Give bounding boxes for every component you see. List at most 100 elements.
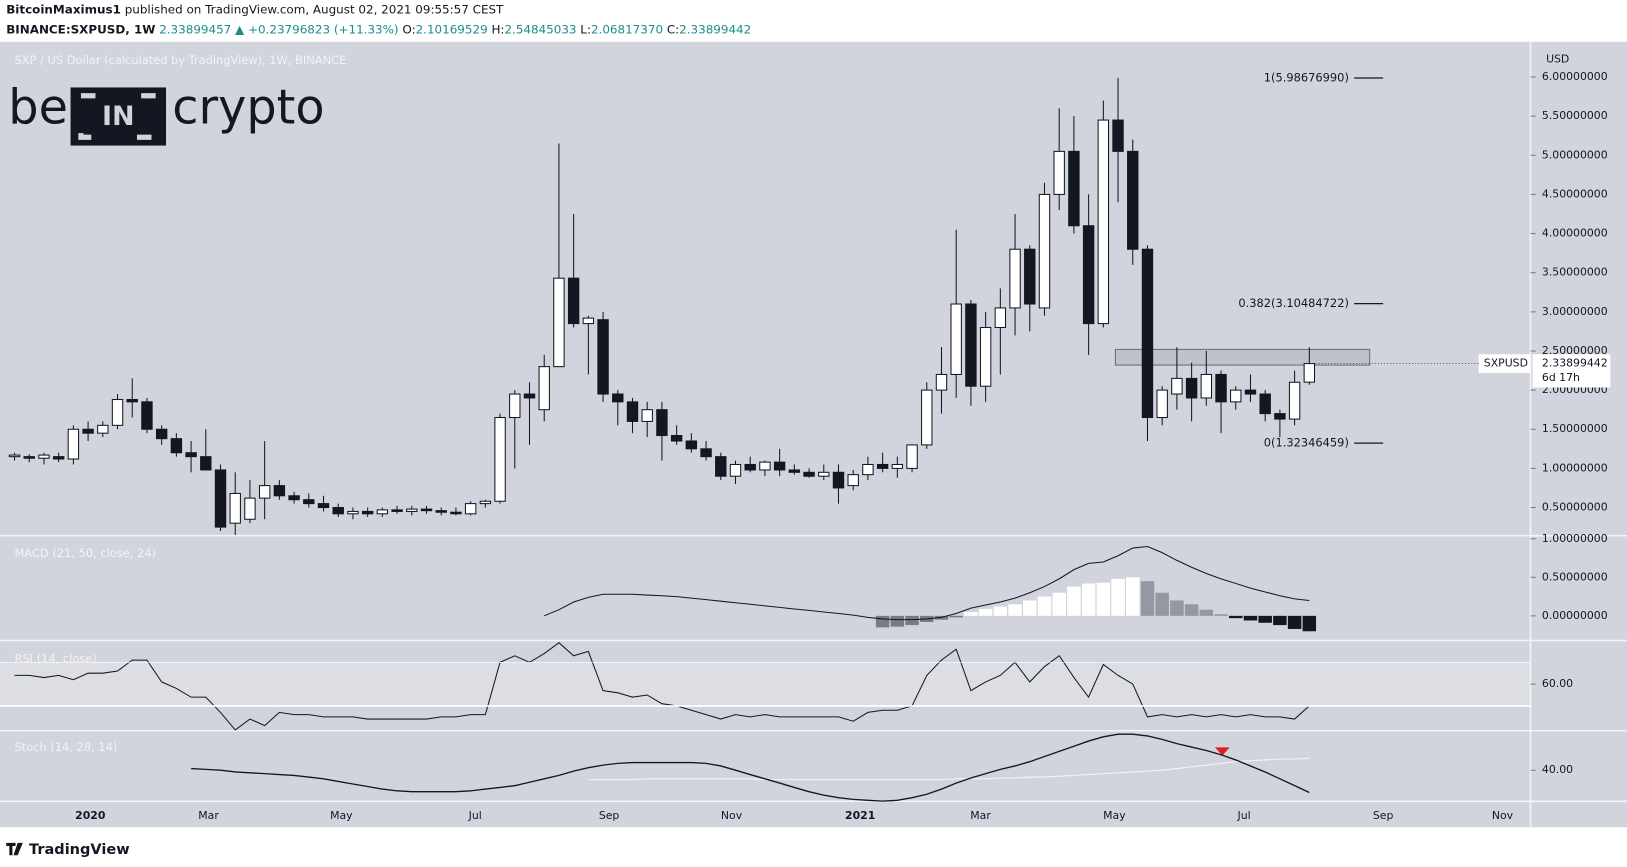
candle-body — [509, 393, 521, 419]
candle-body — [626, 401, 639, 422]
macd-histogram-bar — [875, 615, 890, 628]
x-tick-label: Mar — [970, 809, 991, 822]
candle-body — [1097, 119, 1110, 325]
x-tick-label: Sep — [1373, 809, 1394, 822]
y-unit: USD — [1546, 52, 1569, 65]
macd-histogram-bar — [1067, 586, 1081, 616]
candle-body — [567, 277, 580, 325]
candle-body — [1127, 150, 1139, 250]
candle-body — [921, 389, 933, 446]
macd-histogram-bar — [1037, 596, 1052, 616]
candle-body — [1156, 389, 1168, 419]
macd-histogram-bar — [1199, 609, 1214, 616]
macd-histogram-bar — [949, 615, 963, 618]
ohlc-label: O: — [402, 22, 415, 36]
footer-icon — [6, 842, 23, 856]
macd-histogram-bar — [978, 608, 993, 616]
candle-body — [759, 461, 771, 471]
macd-histogram-bar — [993, 606, 1008, 616]
candle-body — [553, 277, 565, 368]
candle-body — [464, 503, 477, 515]
candle-body — [8, 454, 21, 458]
candle-body — [773, 461, 786, 471]
author: BitcoinMaximus1 — [6, 2, 121, 16]
pane-title: SXP / US Dollar (calculated by TradingVi… — [15, 53, 347, 67]
candle-body — [23, 456, 35, 459]
footer: TradingView — [6, 842, 130, 858]
macd-histogram-bar — [1008, 604, 1022, 616]
x-tick-label: 2020 — [75, 809, 106, 822]
x-tick-label: Jul — [468, 809, 482, 822]
candle-body — [670, 434, 683, 442]
candle-body — [832, 471, 845, 489]
x-tick-label: Jul — [1237, 809, 1251, 822]
y-tick-label: 1.00000000 — [1542, 461, 1608, 474]
candle-body — [303, 499, 315, 505]
candle-body — [994, 307, 1007, 329]
candle-body — [715, 456, 727, 477]
candle-body — [582, 317, 595, 325]
macd-histogram-bar — [1096, 582, 1111, 616]
symbol-label: SXPUSD — [1484, 357, 1528, 370]
candle-body — [641, 409, 653, 422]
candle-body — [950, 303, 962, 375]
candle-body — [1274, 413, 1286, 420]
macd-histogram-bar — [1243, 615, 1258, 621]
chart-background — [0, 41, 1627, 828]
candle-body — [288, 495, 300, 501]
ohlc-value: 2.54845033 — [504, 22, 576, 36]
candle-body — [111, 398, 124, 426]
candle-body — [729, 463, 742, 477]
candle-body — [52, 456, 65, 460]
macd-histogram-bar — [1126, 577, 1140, 616]
candle-body — [685, 440, 698, 450]
macd-histogram-bar — [1229, 615, 1243, 619]
candle-body — [347, 510, 359, 515]
ohlc-label: L: — [580, 22, 591, 36]
candle-body — [1215, 373, 1227, 403]
rsi-band — [0, 662, 1531, 706]
candle-body — [538, 366, 550, 411]
header-line-1: BitcoinMaximus1 published on TradingView… — [6, 2, 504, 16]
y-tick-label: 5.50000000 — [1542, 109, 1608, 122]
published: published on TradingView.com, August 02,… — [125, 2, 504, 16]
candle-body — [1259, 393, 1271, 415]
candle-body — [1141, 248, 1154, 419]
x-tick-label: 2021 — [845, 809, 875, 822]
candle-body — [317, 503, 330, 509]
candle-body — [258, 485, 271, 499]
candle-body — [155, 428, 168, 440]
candle-body — [200, 456, 212, 471]
macd-line — [544, 545, 1310, 621]
candle-body — [141, 401, 153, 430]
fib-label: 1(5.98676990) — [1264, 71, 1349, 85]
macd-histogram-bar — [1273, 615, 1287, 626]
macd-histogram-bar — [1023, 600, 1037, 616]
macd-histogram-bar — [1184, 604, 1199, 616]
candle-body — [1288, 381, 1301, 420]
candle-body — [891, 463, 904, 469]
candle-body — [847, 474, 859, 487]
x-tick-label: May — [1103, 809, 1126, 822]
candle-body — [906, 444, 918, 469]
candle-body — [1082, 225, 1095, 325]
macd-histogram-bar — [905, 615, 919, 626]
fib-label: 0.382(3.10484722) — [1238, 296, 1349, 310]
symbol: BINANCE:SXPUSD, 1W — [6, 22, 155, 36]
candle-body — [126, 398, 138, 403]
pane-title: RSI (14, close) — [15, 652, 97, 666]
stoch-d-line — [588, 757, 1310, 781]
candle-body — [1244, 389, 1257, 395]
pane-title: Stoch (14, 28, 14) — [15, 740, 118, 754]
ohlc-label: C: — [667, 22, 679, 36]
ohlc-value: 2.10169529 — [416, 22, 488, 36]
candle-body — [170, 438, 183, 454]
price-box — [1532, 354, 1611, 388]
candle-body — [935, 373, 948, 391]
candle-body — [1112, 119, 1124, 152]
macd-histogram-bar — [964, 611, 978, 616]
candle-body — [494, 416, 506, 502]
y-tick-label: 3.00000000 — [1542, 305, 1608, 318]
candle-body — [1185, 377, 1198, 399]
